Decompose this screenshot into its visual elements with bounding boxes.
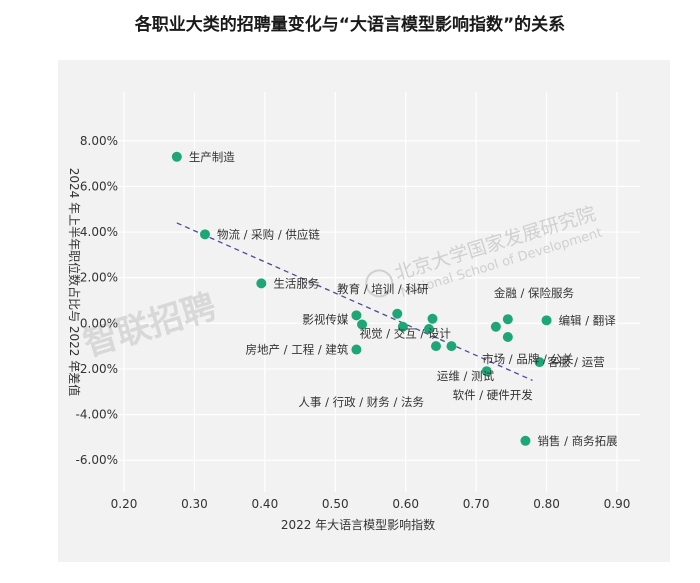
point-label: 销售 / 商务拓展	[537, 434, 618, 448]
x-tick-label: 0.50	[322, 497, 349, 511]
point-label: 编辑 / 翻译	[559, 313, 617, 327]
point-label: 金融 / 保险服务	[494, 286, 575, 300]
y-tick-label: 0.00%	[80, 316, 118, 330]
data-points	[171, 151, 552, 446]
pku-seal-icon	[365, 269, 394, 298]
data-point	[502, 314, 513, 325]
y-tick-label: 4.00%	[80, 225, 118, 239]
x-axis-label: 2022 年大语言模型影响指数	[281, 517, 435, 532]
x-tick-label: 0.30	[181, 497, 208, 511]
y-tick-label: -6.00%	[76, 453, 118, 467]
trend-line	[176, 222, 533, 381]
data-point	[430, 341, 441, 352]
data-point	[541, 315, 552, 326]
x-tick-label: 0.20	[111, 497, 138, 511]
plot-panel	[58, 60, 670, 562]
data-point	[171, 151, 182, 162]
x-tick-label: 0.60	[392, 497, 419, 511]
y-tick-label: -4.00%	[76, 408, 118, 422]
y-tick-labels: 8.00% 6.00% 4.00% 2.00% 0.00% -2.00% -4.00% -6.…	[76, 134, 118, 467]
x-tick-label: 0.80	[533, 497, 560, 511]
data-point	[351, 310, 362, 321]
data-point	[357, 319, 368, 330]
chart-title: 各职业大类的招聘量变化与“大语言模型影响指数”的关系	[134, 15, 566, 35]
data-point	[502, 332, 513, 342]
point-label: 客服 / 运营	[548, 355, 605, 369]
data-point	[392, 308, 403, 319]
x-tick-label: 0.70	[463, 497, 490, 511]
data-point	[427, 313, 438, 324]
point-label: 生产制造	[189, 150, 235, 164]
point-label: 物流 / 采购 / 供应链	[217, 227, 320, 241]
y-tick-label: 2.00%	[80, 271, 118, 285]
y-tick-label: -2.00%	[76, 362, 118, 376]
point-label: 影视传媒	[302, 312, 348, 326]
x-tick-label: 0.90	[604, 497, 631, 511]
point-label: 教育 / 培训 / 科研	[337, 282, 429, 296]
data-point	[490, 321, 501, 332]
data-point	[520, 435, 531, 446]
point-label: 视觉 / 交互 / 设计	[360, 327, 452, 341]
data-point	[199, 229, 210, 240]
y-axis-label: 2024 年上半年职位数占比与 2022 年差值	[67, 168, 82, 397]
data-point	[534, 357, 545, 368]
point-label: 生活服务	[273, 276, 319, 290]
data-point	[351, 344, 362, 355]
y-tick-label: 8.00%	[80, 134, 118, 148]
point-label: 房地产 / 工程 / 建筑	[246, 343, 349, 357]
data-point	[256, 278, 267, 289]
x-tick-labels: 0.20 0.30 0.40 0.50 0.60 0.70 0.80 0.90	[111, 497, 631, 511]
data-point	[481, 366, 492, 377]
data-point	[397, 321, 408, 332]
x-tick-label: 0.40	[251, 497, 278, 511]
data-point	[446, 341, 457, 352]
point-label: 市场 / 品牌 / 公关	[482, 352, 574, 366]
y-tick-label: 6.00%	[80, 179, 118, 193]
point-label: 人事 / 行政 / 财务 / 法务	[298, 395, 424, 409]
point-label: 软件 / 硬件开发	[453, 388, 534, 402]
point-label: 运维 / 测试	[437, 369, 495, 383]
data-point	[423, 324, 434, 335]
